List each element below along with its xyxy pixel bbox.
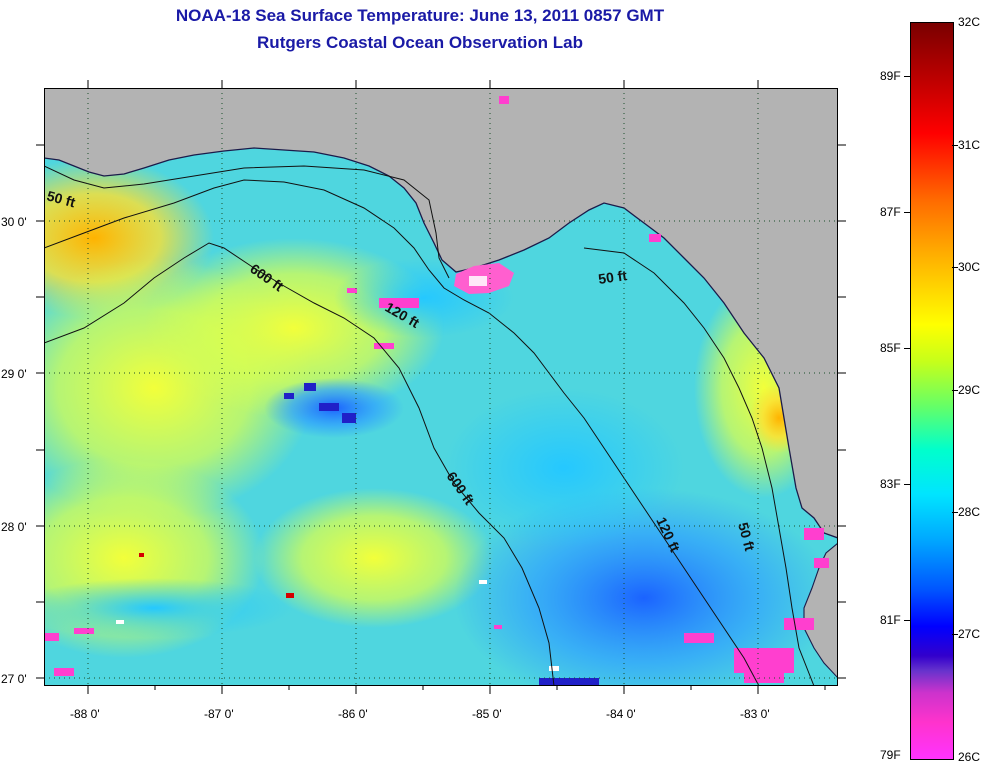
cool-water-patch: [444, 388, 684, 548]
colorbar-tick-mark: [904, 484, 910, 485]
sst-map-canvas: 50 ft 600 ft 120 ft 600 ft 50 ft 120 ft …: [44, 88, 838, 686]
colorbar-fahrenheit-label: 85F: [880, 341, 901, 355]
colorbar-celsius-label: 26C: [958, 750, 981, 764]
colorbar-celsius-label: 31C: [958, 138, 981, 152]
contour-50ft-west: [44, 165, 450, 279]
lon-label: -86 0': [338, 707, 368, 721]
colorbar-celsius-label: 29C: [958, 383, 981, 397]
contour-120ft: [44, 179, 760, 686]
lon-label: -85 0': [472, 707, 502, 721]
depth-contours: [44, 165, 815, 686]
cool-water-patch: [44, 578, 294, 638]
land-mass: [44, 88, 838, 539]
lon-label: -84 0': [606, 707, 636, 721]
lat-label: 28 0': [1, 520, 27, 534]
colorbar-tick-mark: [952, 634, 958, 635]
colorbar-celsius-label: 30C: [958, 260, 981, 274]
lat-label: 29 0': [1, 367, 27, 381]
temperature-colorbar: [910, 22, 954, 760]
colorbar-tick-mark: [952, 390, 958, 391]
colorbar-tick-mark: [952, 267, 958, 268]
contour-label: 50 ft: [597, 267, 628, 287]
contour-label: 50 ft: [45, 187, 77, 210]
contour-600ft: [44, 242, 555, 686]
contour-label: 50 ft: [735, 521, 758, 553]
chart-subtitle: Rutgers Coastal Ocean Observation Lab: [257, 33, 583, 52]
cool-spots: [284, 383, 599, 686]
colorbar-tick-mark: [904, 212, 910, 213]
lon-label: -87 0': [204, 707, 234, 721]
colorbar-tick-mark: [904, 348, 910, 349]
contour-50ft-east: [583, 247, 815, 686]
lon-label: -83 0': [740, 707, 770, 721]
colorbar-fahrenheit-label: 83F: [880, 477, 901, 491]
colorbar-celsius-label: 28C: [958, 505, 981, 519]
colorbar-celsius-label: 32C: [958, 15, 981, 29]
colorbar-fahrenheit-label: 79F: [880, 748, 901, 762]
lon-label: -88 0': [70, 707, 100, 721]
colorbar-tick-mark: [904, 76, 910, 77]
colorbar-tick-mark: [952, 512, 958, 513]
chart-title: NOAA-18 Sea Surface Temperature: June 13…: [175, 6, 665, 25]
colorbar-fahrenheit-label: 81F: [880, 613, 901, 627]
colorbar-celsius-label: 27C: [958, 627, 981, 641]
colorbar-tick-mark: [952, 145, 958, 146]
lat-label: 27 0': [1, 672, 27, 686]
map-border: [44, 88, 838, 686]
colorbar-tick-mark: [904, 620, 910, 621]
colorbar-fahrenheit-label: 87F: [880, 205, 901, 219]
warm-water-patch: [254, 488, 494, 628]
colorbar-fahrenheit-label: 89F: [880, 69, 901, 83]
lat-label: 30 0': [1, 215, 27, 229]
sst-map: 50 ft 600 ft 120 ft 600 ft 50 ft 120 ft …: [44, 88, 838, 686]
